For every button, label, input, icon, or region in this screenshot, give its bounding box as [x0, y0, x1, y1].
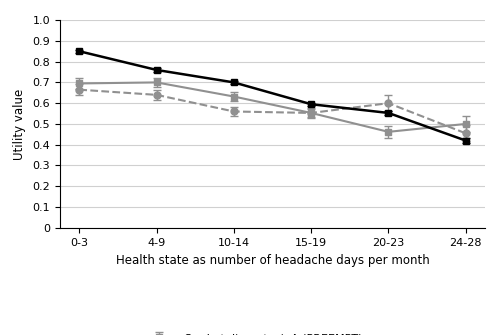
Legend: OnabotulinumtoxinA (PREEMPT), Placebo (PREEMPT), OnabotulinumtoxinA/ placebo (RE: OnabotulinumtoxinA (PREEMPT), Placebo (P… [139, 333, 406, 335]
X-axis label: Health state as number of headache days per month: Health state as number of headache days … [116, 255, 430, 267]
Y-axis label: Utility value: Utility value [12, 88, 26, 159]
